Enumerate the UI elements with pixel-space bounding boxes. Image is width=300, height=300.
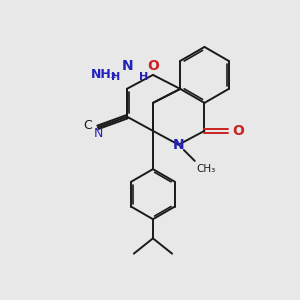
Text: N: N: [173, 138, 184, 152]
Text: H: H: [139, 72, 148, 82]
Text: O: O: [147, 59, 159, 74]
Text: C: C: [83, 119, 92, 132]
Text: CH₃: CH₃: [196, 164, 215, 174]
Text: N: N: [122, 59, 134, 73]
Text: NH₂: NH₂: [91, 68, 117, 80]
Text: H: H: [111, 72, 120, 82]
Text: N: N: [94, 127, 103, 140]
Text: O: O: [232, 124, 244, 138]
